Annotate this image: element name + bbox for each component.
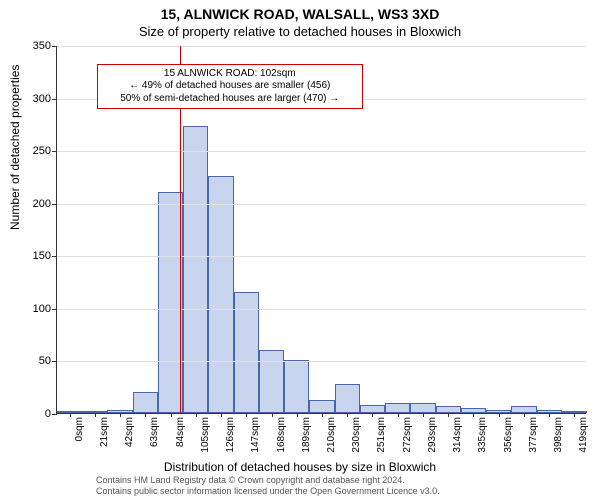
grid-line xyxy=(57,256,586,257)
y-tick-label: 150 xyxy=(33,250,51,262)
histogram-bar xyxy=(360,405,385,413)
histogram-bar xyxy=(309,400,334,413)
x-tick-mark xyxy=(524,413,525,417)
x-tick-label: 272sqm xyxy=(402,417,413,453)
annotation-line: ← 49% of detached houses are smaller (45… xyxy=(103,80,357,93)
x-tick-label: 189sqm xyxy=(301,417,312,453)
annotation-line: 15 ALNWICK ROAD: 102sqm xyxy=(103,68,357,81)
x-tick-mark xyxy=(423,413,424,417)
histogram-bar xyxy=(133,392,158,413)
annotation-box: 15 ALNWICK ROAD: 102sqm← 49% of detached… xyxy=(97,64,363,110)
x-tick-mark xyxy=(372,413,373,417)
histogram-bar xyxy=(385,403,410,414)
x-tick-mark xyxy=(322,413,323,417)
x-tick-label: 147sqm xyxy=(250,417,261,453)
x-tick-label: 398sqm xyxy=(553,417,564,453)
plot-area: 0501001502002503003500sqm21sqm42sqm63sqm… xyxy=(56,46,586,414)
histogram-bar xyxy=(183,126,208,413)
y-tick-label: 200 xyxy=(33,198,51,210)
x-tick-label: 42sqm xyxy=(124,417,135,447)
y-tick-label: 50 xyxy=(39,355,51,367)
histogram-bar xyxy=(335,384,360,413)
grid-line xyxy=(57,309,586,310)
y-tick-label: 300 xyxy=(33,93,51,105)
x-tick-label: 63sqm xyxy=(149,417,160,447)
x-tick-label: 0sqm xyxy=(74,417,85,441)
x-tick-label: 314sqm xyxy=(452,417,463,453)
x-tick-mark xyxy=(145,413,146,417)
x-tick-label: 356sqm xyxy=(503,417,514,453)
x-tick-mark xyxy=(120,413,121,417)
x-tick-label: 168sqm xyxy=(276,417,287,453)
chart-container: 15, ALNWICK ROAD, WALSALL, WS3 3XD Size … xyxy=(0,0,600,500)
y-tick-mark xyxy=(52,309,57,310)
histogram-bar xyxy=(234,292,259,413)
histogram-bar xyxy=(410,403,435,414)
x-tick-mark xyxy=(549,413,550,417)
x-tick-label: 335sqm xyxy=(477,417,488,453)
annotation-line: 50% of semi-detached houses are larger (… xyxy=(103,93,357,106)
histogram-bar xyxy=(436,406,461,413)
x-tick-mark xyxy=(398,413,399,417)
y-tick-mark xyxy=(52,256,57,257)
grid-line xyxy=(57,361,586,362)
histogram-bar xyxy=(511,406,536,413)
x-tick-mark xyxy=(499,413,500,417)
x-tick-label: 251sqm xyxy=(376,417,387,453)
grid-line xyxy=(57,46,586,47)
x-tick-label: 84sqm xyxy=(175,417,186,447)
x-tick-mark xyxy=(473,413,474,417)
x-tick-label: 293sqm xyxy=(427,417,438,453)
grid-line xyxy=(57,151,586,152)
x-tick-mark xyxy=(272,413,273,417)
y-axis-label: Number of detached properties xyxy=(8,65,22,230)
y-tick-mark xyxy=(52,151,57,152)
grid-line xyxy=(57,204,586,205)
x-tick-mark xyxy=(297,413,298,417)
y-tick-mark xyxy=(52,204,57,205)
y-tick-mark xyxy=(52,46,57,47)
footer-credits: Contains HM Land Registry data © Crown c… xyxy=(96,475,440,496)
x-tick-mark xyxy=(171,413,172,417)
y-tick-mark xyxy=(52,99,57,100)
x-tick-label: 230sqm xyxy=(351,417,362,453)
x-tick-label: 210sqm xyxy=(326,417,337,453)
x-tick-mark xyxy=(95,413,96,417)
x-tick-label: 105sqm xyxy=(200,417,211,453)
footer-line-2: Contains public sector information licen… xyxy=(96,486,440,496)
x-tick-mark xyxy=(70,413,71,417)
x-tick-mark xyxy=(196,413,197,417)
histogram-bar xyxy=(158,192,183,413)
histogram-bar xyxy=(208,176,233,413)
histogram-bar xyxy=(259,350,284,413)
title-sub: Size of property relative to detached ho… xyxy=(0,24,600,39)
x-tick-label: 377sqm xyxy=(528,417,539,453)
x-tick-mark xyxy=(221,413,222,417)
y-tick-label: 0 xyxy=(45,408,51,420)
footer-line-1: Contains HM Land Registry data © Crown c… xyxy=(96,475,440,485)
x-tick-label: 21sqm xyxy=(99,417,110,447)
y-tick-label: 100 xyxy=(33,303,51,315)
histogram-bar xyxy=(284,360,309,413)
x-axis-label: Distribution of detached houses by size … xyxy=(0,460,600,474)
y-tick-mark xyxy=(52,361,57,362)
x-tick-label: 126sqm xyxy=(225,417,236,453)
title-main: 15, ALNWICK ROAD, WALSALL, WS3 3XD xyxy=(0,6,600,22)
x-tick-mark xyxy=(574,413,575,417)
x-tick-mark xyxy=(246,413,247,417)
y-tick-label: 250 xyxy=(33,145,51,157)
x-tick-label: 419sqm xyxy=(578,417,589,453)
x-tick-mark xyxy=(347,413,348,417)
y-tick-mark xyxy=(52,414,57,415)
y-tick-label: 350 xyxy=(33,40,51,52)
x-tick-mark xyxy=(448,413,449,417)
